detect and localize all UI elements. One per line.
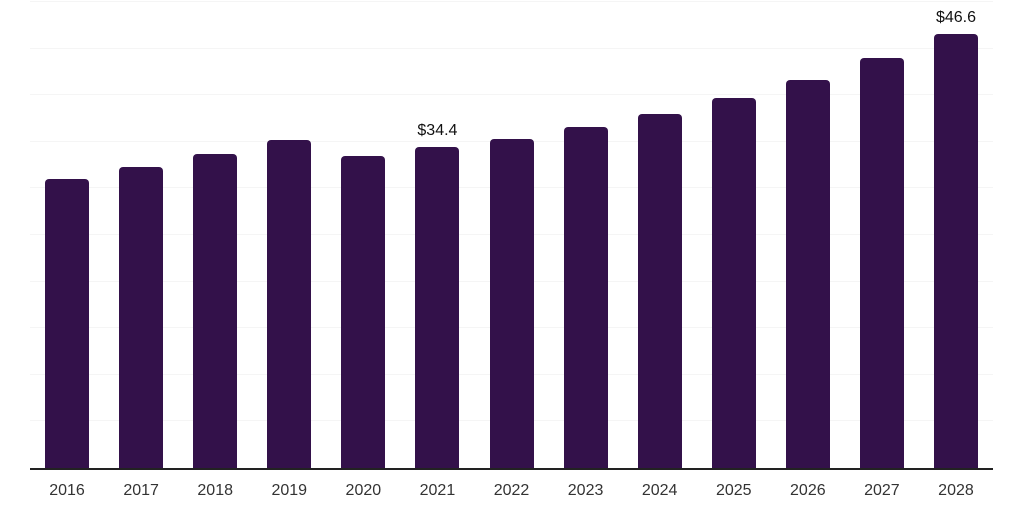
x-tick-label: 2024: [641, 482, 678, 499]
category-band: $34.4: [400, 0, 474, 468]
bar: [785, 80, 830, 468]
bar: [267, 139, 312, 468]
x-tick-label: 2026: [790, 482, 826, 499]
y-gridline: [30, 47, 993, 49]
x-tick-label: 2018: [197, 482, 233, 499]
bar: [193, 153, 238, 468]
x-tick-label: 2022: [493, 482, 530, 499]
category-band: [549, 0, 623, 468]
bar: [119, 166, 164, 468]
bar: [859, 57, 904, 468]
bar: [933, 33, 978, 468]
category-band: [474, 0, 548, 468]
category-band: [326, 0, 400, 468]
bar: [637, 113, 682, 468]
bar-value-label: $34.4: [417, 122, 458, 140]
bar-value-label: $46.6: [935, 8, 976, 26]
category-band: [697, 0, 771, 468]
x-tick-label: 2017: [123, 482, 159, 499]
x-axis-tick-labels: 2016 2017 2018 2019 2020 2021 2022 2023 2024 2025…: [30, 482, 993, 500]
x-tick-label: 2023: [567, 482, 604, 499]
x-tick-label: 2021: [419, 482, 456, 499]
category-band: [104, 0, 178, 468]
bar-series: $34.4 $46.6: [30, 0, 993, 468]
category-band: [623, 0, 697, 468]
category-band: [771, 0, 845, 468]
bar: [711, 98, 756, 468]
category-band: [178, 0, 252, 468]
y-gridline: [30, 94, 993, 96]
category-band: $46.6: [919, 0, 993, 468]
bar: [45, 179, 90, 468]
bar: [489, 139, 534, 468]
x-tick-label: 2016: [49, 482, 85, 499]
category-band: [845, 0, 919, 468]
category-band: [252, 0, 326, 468]
x-tick-label: 2019: [271, 482, 308, 499]
plot-area: $34.4 $46.6: [30, 0, 993, 470]
bar: [563, 126, 608, 468]
y-gridline: [30, 1, 993, 2]
bar: [341, 155, 386, 468]
x-tick-label: 2020: [345, 482, 382, 499]
x-tick-label: 2028: [938, 482, 974, 499]
x-tick-label: 2027: [864, 482, 900, 499]
x-tick-label: 2025: [715, 482, 752, 499]
bar: [415, 147, 460, 468]
category-band: [30, 0, 104, 468]
